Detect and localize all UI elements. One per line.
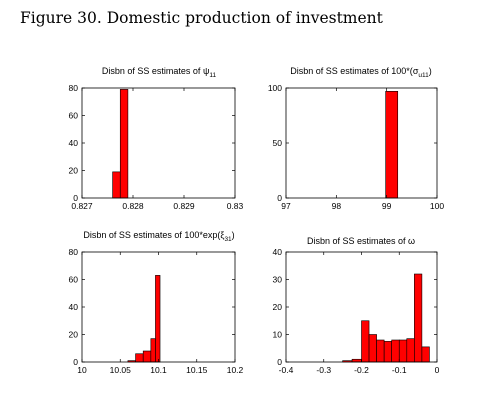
y-tick-label: 80 [69, 83, 79, 93]
y-tick-label: 80 [69, 247, 79, 257]
x-tick-label: 0 [435, 365, 440, 375]
x-tick-label: 0.829 [173, 201, 195, 211]
histogram-bar [406, 338, 415, 363]
y-tick-label: 0 [277, 193, 282, 203]
y-tick-label: 100 [268, 83, 282, 93]
y-tick-label: 40 [69, 138, 79, 148]
histogram-bar [414, 273, 423, 363]
x-tick-label: 98 [332, 201, 342, 211]
x-tick-label: 97 [281, 201, 291, 211]
x-tick-label: 0.828 [122, 201, 144, 211]
y-tick-label: 60 [69, 275, 79, 285]
histogram-bar [383, 341, 392, 363]
x-tick-label: 10.1 [150, 365, 167, 375]
figure-title: Figure 30. Domestic production of invest… [20, 9, 383, 27]
y-tick-label: 0 [73, 193, 78, 203]
histogram-bar [398, 339, 408, 363]
histogram-bar [368, 334, 377, 363]
y-tick-label: 20 [69, 166, 79, 176]
histogram-bar [119, 89, 129, 199]
x-tick-label: 10 [77, 365, 87, 375]
x-tick-label: -0.3 [316, 365, 331, 375]
x-tick-label: 0.83 [227, 201, 244, 211]
histogram-bar [150, 338, 156, 363]
y-tick-label: 0 [73, 357, 78, 367]
chart-title: Disbn of SS estimates of 100*exp(ξ31) [83, 230, 234, 243]
chart-panel-2: 97 98 99 100 0 50 100 Disbn of SS estimates of … [268, 66, 445, 211]
x-tick-label: 10.05 [110, 365, 132, 375]
histogram-bar [385, 91, 399, 199]
x-tick-label: -0.4 [279, 365, 294, 375]
histogram-bar [421, 346, 430, 363]
histogram-bar [391, 339, 400, 363]
chart-title: Disbn of SS estimates of ψ11 [102, 66, 217, 79]
histogram-bar [361, 320, 370, 363]
y-tick-label: 0 [277, 357, 282, 367]
plot-frame [285, 87, 438, 199]
y-tick-label: 10 [273, 330, 283, 340]
histogram-bar [135, 353, 144, 363]
y-tick-label: 40 [69, 302, 79, 312]
histogram-bar [376, 339, 385, 363]
x-tick-label: -0.2 [354, 365, 369, 375]
y-tick-label: 20 [69, 330, 79, 340]
chart-title: Disbn of SS estimates of 100*(σu11) [290, 66, 432, 79]
chart-title: Disbn of SS estimates of ω [307, 236, 415, 246]
x-tick-label: -0.1 [392, 365, 407, 375]
x-tick-label: 99 [382, 201, 392, 211]
histogram-bar [142, 350, 152, 363]
chart-panel-4: -0.4 -0.3 -0.2 -0.1 0 0 10 20 30 40 Disbn of SS es… [273, 236, 440, 375]
y-tick-label: 20 [273, 302, 283, 312]
y-tick-label: 30 [273, 275, 283, 285]
histogram-bar [351, 358, 362, 363]
y-tick-label: 40 [273, 247, 283, 257]
histogram-bar [155, 275, 161, 363]
plot-frame [81, 87, 236, 199]
x-tick-label: 100 [430, 201, 444, 211]
chart-panel-1: 0.827 0.828 0.829 0.83 0 20 40 60 80 Disbn of SS … [69, 66, 244, 211]
y-tick-label: 50 [273, 138, 283, 148]
histogram-bar [112, 171, 121, 199]
x-tick-label: 10.15 [186, 365, 208, 375]
x-tick-label: 0.827 [71, 201, 93, 211]
chart-panel-3: 10 10.05 10.1 10.15 10.2 0 20 40 60 80 Disbn of SS… [69, 230, 244, 375]
x-tick-label: 10.2 [227, 365, 244, 375]
y-tick-label: 60 [69, 111, 79, 121]
